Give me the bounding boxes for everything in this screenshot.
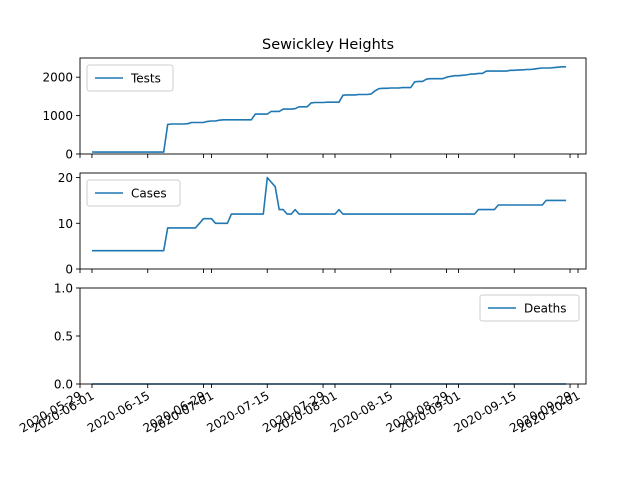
x-tick-label: 2020-08-15 (328, 388, 395, 435)
y-tick-label: 2000 (42, 71, 73, 85)
y-tick-label: 10 (58, 217, 73, 231)
legend-label: Cases (131, 187, 167, 201)
y-tick-label: 0.0 (54, 378, 73, 392)
panel-cases: 0 10 20 Cases (58, 171, 586, 276)
legend-deaths: Deaths (480, 295, 579, 321)
legend-label: Tests (130, 72, 161, 86)
x-tick-label: 2020-06-15 (85, 388, 152, 435)
panel-tests: 0 1000 2000 Tests (42, 58, 586, 162)
x-tick-label: 2020-09-15 (451, 388, 518, 435)
x-axis: 2020-05-292020-06-012020-06-152020-06-29… (17, 388, 582, 435)
legend-tests: Tests (87, 65, 173, 91)
panel-deaths: 0.0 0.5 1.0 Deaths (54, 282, 586, 392)
chart-title: Sewickley Heights (262, 37, 394, 53)
y-tick-label: 0 (65, 263, 73, 277)
y-tick-label: 20 (58, 171, 73, 185)
panels: 0 1000 2000 Tests 0 10 20 Cases 0.0 0.5 1.0 Deaths (42, 58, 586, 392)
x-tick-label: 2020-07-15 (204, 388, 271, 435)
y-tick-label: 1000 (42, 109, 73, 123)
y-tick-label: 0.5 (54, 330, 73, 344)
legend-cases: Cases (87, 180, 180, 206)
y-tick-label: 1.0 (54, 282, 73, 296)
y-tick-label: 0 (65, 148, 73, 162)
legend-label: Deaths (524, 302, 567, 316)
